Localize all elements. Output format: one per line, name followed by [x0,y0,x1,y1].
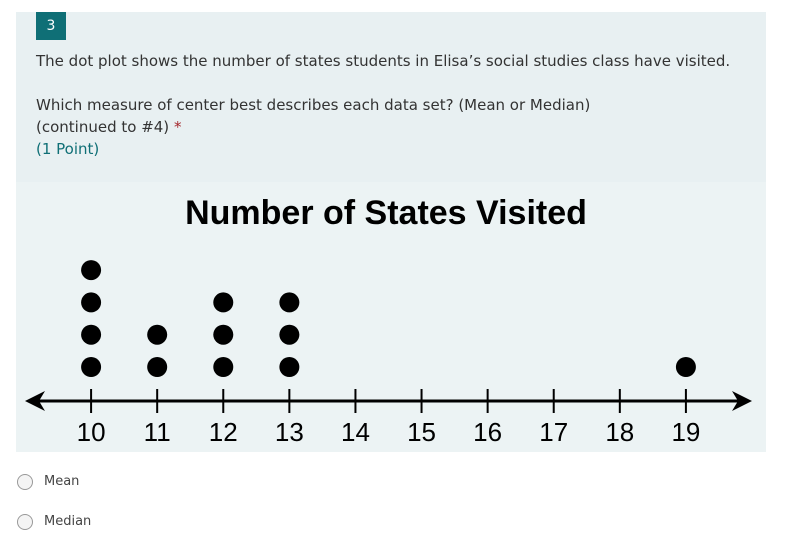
dot [81,357,102,377]
question-points: (1 Point) [36,140,100,158]
question-continuation: (continued to #4) [36,118,170,136]
axis-arrow [25,391,45,411]
x-tick-label: 12 [209,417,238,447]
dot [279,324,300,345]
x-tick-label: 10 [77,417,106,447]
dot [81,292,102,313]
x-tick-label: 11 [144,417,171,447]
x-tick-label: 17 [539,417,568,447]
dot [675,357,696,377]
dot [279,357,300,377]
dot [81,324,102,345]
x-tick-label: 13 [275,417,304,447]
radio-button[interactable] [17,514,33,530]
dot [147,324,168,345]
option-label[interactable]: Mean [44,474,80,489]
question-continuation-line: (continued to #4) * [36,118,181,136]
question-card: 3 The dot plot shows the number of state… [16,12,766,452]
question-text: The dot plot shows the number of states … [36,52,731,70]
dot [81,260,102,281]
dot [279,292,300,313]
x-tick-label: 14 [341,417,370,447]
dot [213,324,234,345]
dot [213,357,234,377]
question-prompt: Which measure of center best describes e… [36,96,591,114]
required-mark: * [173,118,182,136]
x-tick-label: 18 [605,417,634,447]
radio-button[interactable] [17,474,33,490]
dot [147,357,168,377]
chart-title: Number of States Visited [185,194,587,232]
x-tick-label: 19 [671,417,700,447]
x-tick-label: 16 [473,417,502,447]
option-label[interactable]: Median [44,514,92,529]
dot [213,292,234,313]
chart: Number of States Visited 10 11 12 13 14 15 16 1… [25,194,752,447]
x-tick-label: 15 [407,417,436,447]
axis-arrow [732,391,752,411]
question-header: 3 The dot plot shows the number of state… [16,12,766,182]
question-number: 3 [36,12,66,40]
